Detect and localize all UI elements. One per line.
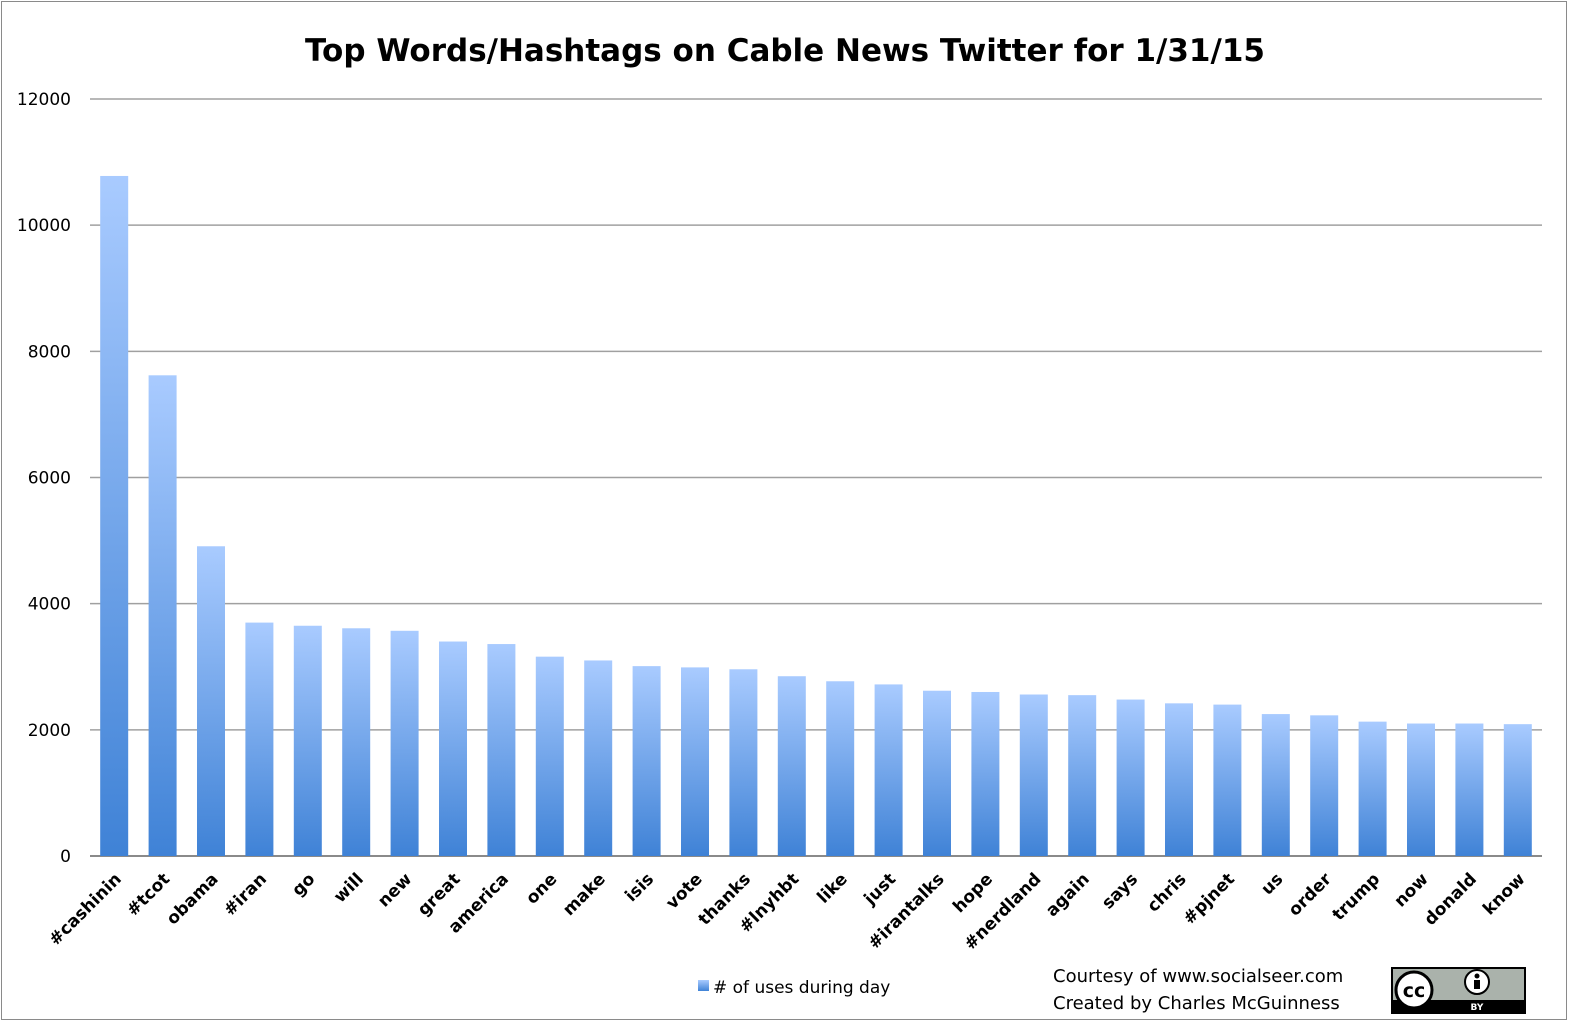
x-tick-label: now [1390, 869, 1432, 911]
bar-us [1261, 714, 1290, 856]
bar-order [1310, 715, 1339, 856]
bar-one [535, 656, 564, 856]
bar-vote [681, 667, 709, 856]
bar-chris [1165, 703, 1193, 856]
x-tick-label: says [1098, 869, 1142, 913]
x-tick-label: go [288, 869, 319, 900]
x-tick-label: like [814, 869, 852, 907]
y-tick-label: 6000 [28, 469, 71, 489]
x-tick-label: just [860, 869, 900, 909]
bar-great [439, 641, 467, 856]
cc-badge-text: cc [1403, 980, 1426, 1002]
bars [100, 175, 1532, 856]
y-tick-label: 4000 [28, 595, 71, 615]
x-tick-label: one [522, 869, 561, 908]
x-tick-label: #cashinin [45, 869, 126, 950]
y-tick-label: 12000 [17, 90, 71, 110]
bar-go [293, 625, 322, 856]
x-tick-label: know [1479, 869, 1529, 919]
x-tick-label: us [1257, 869, 1287, 899]
x-tick-label: make [559, 869, 610, 920]
bar-will [342, 628, 371, 856]
bar-make [584, 660, 613, 856]
y-tick-label: 8000 [28, 342, 71, 362]
bar-just [874, 684, 903, 856]
legend-swatch [698, 980, 709, 991]
bar-hash-lnyhbt [777, 676, 806, 856]
y-tick-label: 10000 [17, 216, 71, 236]
bar-hope [971, 691, 1000, 856]
bar-obama [197, 546, 225, 856]
by-badge-text: BY [1471, 1003, 1484, 1013]
x-tick-label: #pjnet [1180, 869, 1239, 928]
x-tick-label: trump [1329, 869, 1385, 925]
legend: # of uses during day [698, 978, 890, 998]
creative-commons-by-icon: cc BY [1391, 967, 1526, 1014]
bar-new [390, 630, 419, 856]
bar-hash-pjnet [1213, 704, 1242, 856]
x-tick-label: new [374, 869, 416, 911]
legend-label: # of uses during day [713, 978, 890, 998]
bar-hash-tcot [148, 375, 177, 856]
x-tick-label: isis [621, 869, 658, 906]
x-tick-label: donald [1421, 869, 1481, 929]
bar-says [1116, 699, 1145, 856]
bar-again [1068, 695, 1097, 856]
y-tick-label: 2000 [28, 721, 71, 741]
chart-title: Top Words/Hashtags on Cable News Twitter… [305, 33, 1265, 69]
x-tick-label: obama [163, 869, 223, 929]
bar-america [487, 644, 516, 856]
credit-line-1: Courtesy of www.socialseer.com [1053, 966, 1343, 987]
bar-know [1503, 724, 1532, 856]
y-axis-ticks: 0 2000 4000 6000 8000 10000 12000 [17, 90, 71, 867]
credits: Courtesy of www.socialseer.com Created b… [1053, 966, 1343, 1014]
bar-hash-cashinin [100, 175, 129, 856]
x-tick-label: #iran [220, 869, 271, 920]
x-tick-label: vote [662, 869, 706, 913]
bar-thanks [729, 669, 758, 856]
bar-now [1407, 723, 1435, 856]
bar-hash-nerdland [1019, 694, 1048, 856]
gridlines [90, 98, 1542, 857]
x-tick-label: order [1285, 869, 1336, 920]
bar-trump [1358, 721, 1387, 856]
x-tick-label: again [1042, 869, 1094, 921]
bar-like [826, 681, 855, 856]
bar-donald [1455, 723, 1484, 856]
y-tick-label: 0 [60, 847, 71, 867]
credit-line-2: Created by Charles McGuinness [1053, 993, 1340, 1014]
bar-hash-irantalks [923, 690, 951, 856]
bar-isis [632, 666, 661, 856]
bar-hash-iran [245, 622, 274, 856]
x-tick-label: will [330, 869, 368, 907]
